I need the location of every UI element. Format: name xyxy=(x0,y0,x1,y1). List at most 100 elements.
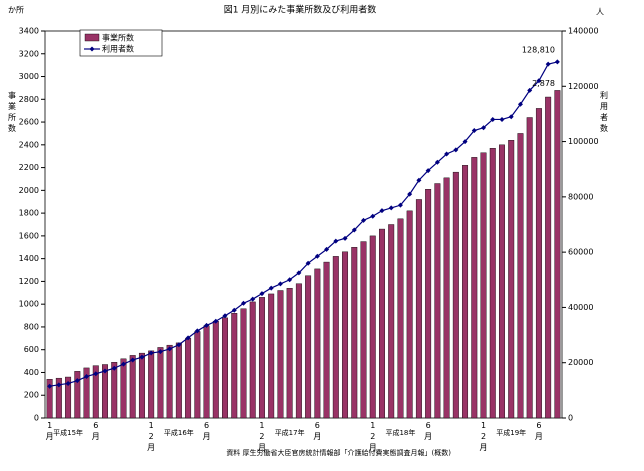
y-tick-label: 0 xyxy=(34,414,39,423)
bar xyxy=(379,228,385,419)
line-marker xyxy=(240,300,246,306)
line-marker xyxy=(545,61,551,67)
bar xyxy=(212,321,219,419)
line-marker xyxy=(342,235,348,241)
y-tick-label: 2400 xyxy=(19,140,39,149)
y-axis-label: 事業所数 xyxy=(8,90,16,133)
bar xyxy=(499,144,505,419)
line-marker xyxy=(102,368,108,374)
line-marker xyxy=(499,116,505,122)
plot-frame xyxy=(44,30,563,419)
bar xyxy=(452,171,459,419)
bar xyxy=(462,165,469,419)
bar xyxy=(129,355,136,419)
line-marker xyxy=(490,116,496,122)
line-marker xyxy=(277,281,283,287)
y2-tick-label: 100000 xyxy=(568,137,599,146)
line-marker xyxy=(508,114,514,120)
y-tick-label: 1200 xyxy=(19,277,39,286)
line-marker xyxy=(222,313,228,319)
line-marker xyxy=(517,101,523,107)
bar xyxy=(332,256,339,419)
y-tick-label: 1600 xyxy=(19,231,39,240)
bar xyxy=(277,290,284,419)
chart-title: 図1 月別にみた事業所数及び利用者数 xyxy=(224,4,377,16)
bar xyxy=(258,297,265,419)
line-marker xyxy=(213,318,219,324)
bar xyxy=(157,347,164,419)
line-marker xyxy=(148,350,154,356)
x-group-label: 平成19年 xyxy=(496,428,526,437)
line-marker xyxy=(176,342,182,348)
bar xyxy=(46,379,53,419)
line-marker xyxy=(287,277,293,283)
line-marker xyxy=(481,125,487,131)
bar xyxy=(406,210,413,419)
bar xyxy=(305,275,312,419)
bar xyxy=(314,268,321,419)
y2-tick-label: 120000 xyxy=(568,82,599,91)
line-marker xyxy=(65,380,71,386)
line-marker xyxy=(314,253,320,259)
bar xyxy=(545,96,552,419)
y-tick-label: 2200 xyxy=(19,163,39,172)
bar xyxy=(471,157,478,419)
bar xyxy=(166,344,173,419)
bar xyxy=(360,241,367,419)
legend-swatch xyxy=(84,33,100,42)
line-marker xyxy=(407,191,413,197)
line-marker xyxy=(204,322,210,328)
y2-tick-label: 80000 xyxy=(568,192,593,201)
line-marker xyxy=(296,270,302,276)
line-marker xyxy=(56,382,62,388)
bar xyxy=(185,338,192,419)
y2-tick-label: 60000 xyxy=(568,248,593,257)
bar xyxy=(295,283,302,419)
y-tick-label: 400 xyxy=(24,368,39,377)
bar xyxy=(397,218,404,419)
bar xyxy=(517,133,524,419)
x-group-label: 平成16年 xyxy=(164,428,194,437)
line-marker xyxy=(397,202,403,208)
bar xyxy=(323,261,330,419)
line-marker xyxy=(185,335,191,341)
bar xyxy=(508,140,515,419)
legend-label: 利用者数 xyxy=(102,44,134,54)
line-marker xyxy=(462,139,468,145)
line-marker xyxy=(111,365,117,371)
bar xyxy=(434,183,441,419)
x-group-label: 平成17年 xyxy=(275,428,305,437)
bar xyxy=(120,358,127,419)
bar xyxy=(369,235,376,419)
line-marker xyxy=(370,213,376,219)
y2-tick-label: 140000 xyxy=(568,27,599,36)
bar xyxy=(425,189,432,419)
legend-marker xyxy=(89,46,95,52)
bar xyxy=(65,376,72,419)
line-marker xyxy=(324,246,330,252)
line-marker xyxy=(120,361,126,367)
y-tick-label: 3400 xyxy=(19,27,39,36)
line-marker xyxy=(536,78,542,84)
bar xyxy=(388,224,395,419)
line-marker xyxy=(379,208,385,214)
y-tick-label: 2600 xyxy=(19,118,39,127)
line-marker xyxy=(434,159,440,165)
line-marker xyxy=(333,238,339,244)
y-tick-label: 1800 xyxy=(19,209,39,218)
bar xyxy=(443,177,450,419)
annotation: 2,878 xyxy=(532,79,555,88)
bar xyxy=(55,377,62,419)
line-marker xyxy=(250,296,256,302)
y2-unit: 人 xyxy=(596,8,604,17)
bar xyxy=(194,331,201,419)
line-marker xyxy=(388,205,394,211)
